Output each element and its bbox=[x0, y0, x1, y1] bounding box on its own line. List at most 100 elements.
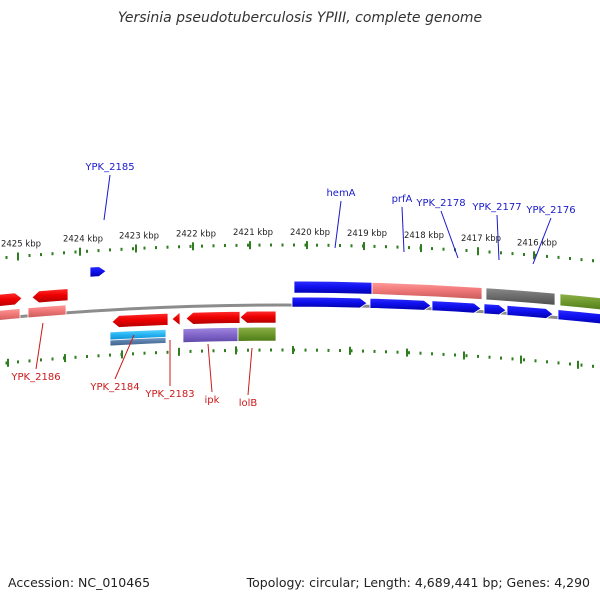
ruler-minor-tick bbox=[5, 256, 8, 259]
inner-minor-tick bbox=[339, 349, 341, 352]
ruler-minor-tick bbox=[569, 257, 571, 260]
ruler-minor-tick bbox=[523, 253, 525, 256]
accession-text: Accession: NC_010465 bbox=[8, 575, 151, 590]
ruler-minor-tick bbox=[120, 247, 123, 251]
ruler-minor-tick bbox=[143, 246, 146, 250]
ruler-major-tick bbox=[17, 252, 19, 261]
inner-major-tick bbox=[121, 350, 123, 359]
inner-minor-tick bbox=[189, 349, 192, 353]
inner-minor-tick bbox=[454, 353, 456, 357]
ruler-tick-label: 2421 kbp bbox=[233, 228, 273, 238]
inner-minor-tick bbox=[281, 348, 284, 352]
gene-block-ypk-2185 bbox=[89, 266, 107, 278]
gene-block-prfa bbox=[369, 297, 432, 311]
ruler-minor-tick bbox=[235, 243, 238, 247]
rev-label-ipk: ipk bbox=[205, 395, 220, 406]
inner-major-tick bbox=[292, 346, 294, 354]
inner-minor-tick bbox=[74, 355, 77, 359]
inner-minor-tick bbox=[465, 354, 468, 358]
gene-block-gray-1 bbox=[485, 287, 556, 306]
inner-minor-tick bbox=[488, 355, 491, 359]
ruler-minor-tick bbox=[74, 250, 77, 254]
ruler-minor-tick bbox=[293, 243, 295, 247]
inner-minor-tick bbox=[534, 359, 537, 363]
inner-minor-tick bbox=[212, 349, 215, 353]
gene-block-left-4 bbox=[27, 304, 67, 319]
ruler-tick-label: 2417 kbp bbox=[461, 234, 501, 244]
rev-label-ypk-2184: YPK_2184 bbox=[89, 382, 139, 393]
ruler-minor-tick bbox=[178, 245, 180, 249]
ruler-major-tick bbox=[79, 247, 81, 256]
ruler-minor-tick bbox=[511, 252, 514, 256]
ruler-minor-tick bbox=[408, 246, 410, 250]
gene-block-ypk-2183 bbox=[171, 312, 181, 326]
rev-label-ypk-2186-leader bbox=[35, 322, 44, 370]
genome-title: Yersinia pseudotuberculosis YPIII, compl… bbox=[117, 10, 483, 26]
fwd-label-ypk-2185-leader bbox=[103, 174, 111, 221]
inner-minor-tick bbox=[546, 360, 548, 364]
gene-block-ypk-2178 bbox=[431, 300, 482, 314]
inner-major-tick bbox=[7, 358, 9, 367]
ruler-minor-tick bbox=[201, 244, 203, 248]
ruler-minor-tick bbox=[316, 243, 318, 247]
inner-minor-tick bbox=[408, 351, 410, 355]
ruler-major-tick bbox=[249, 241, 251, 250]
ruler-minor-tick bbox=[592, 259, 594, 263]
inner-minor-tick bbox=[385, 350, 387, 354]
inner-minor-tick bbox=[477, 354, 479, 358]
ruler-minor-tick bbox=[63, 251, 65, 255]
ruler-minor-tick bbox=[396, 245, 399, 249]
ruler-minor-tick bbox=[40, 253, 42, 257]
fwd-label-ypk-2177-leader bbox=[496, 214, 500, 261]
rev-label-ypk-2183: YPK_2183 bbox=[144, 389, 194, 400]
gene-block-left-1 bbox=[0, 292, 23, 307]
gene-block-hema-cds bbox=[293, 280, 373, 295]
inner-major-tick bbox=[349, 346, 351, 355]
fwd-label-ypk-2176-leader bbox=[532, 217, 552, 265]
inner-minor-tick bbox=[592, 364, 594, 368]
ruler-tick-label: 2419 kbp bbox=[347, 229, 387, 239]
ruler-minor-tick bbox=[189, 244, 192, 248]
ruler-tick-label: 2420 kbp bbox=[290, 228, 330, 238]
inner-minor-tick bbox=[132, 352, 134, 356]
fwd-label-hema: hemA bbox=[326, 188, 355, 199]
inner-minor-tick bbox=[396, 350, 399, 354]
inner-minor-tick bbox=[166, 350, 169, 354]
inner-minor-tick bbox=[247, 348, 249, 352]
ruler-minor-tick bbox=[281, 243, 284, 247]
inner-minor-tick bbox=[316, 348, 318, 352]
inner-major-tick bbox=[577, 360, 579, 369]
ruler-major-tick bbox=[477, 247, 479, 256]
ruler-minor-tick bbox=[155, 246, 157, 250]
inner-minor-tick bbox=[109, 353, 111, 357]
ruler-minor-tick bbox=[488, 250, 491, 254]
ruler-minor-tick bbox=[327, 243, 330, 247]
ruler-minor-tick bbox=[580, 258, 583, 262]
inner-minor-tick bbox=[442, 352, 445, 356]
genome-summary-text: Topology: circular; Length: 4,689,441 bp… bbox=[246, 575, 590, 590]
gene-block-prfa-rna bbox=[371, 281, 483, 301]
ruler-minor-tick bbox=[373, 244, 376, 248]
inner-minor-tick bbox=[97, 354, 100, 358]
inner-minor-tick bbox=[557, 361, 560, 365]
gene-block-lolb-cds bbox=[239, 310, 277, 324]
rev-label-lolb: lolB bbox=[239, 398, 258, 409]
inner-minor-tick bbox=[419, 351, 422, 355]
inner-minor-tick bbox=[40, 358, 42, 362]
ruler-minor-tick bbox=[247, 243, 249, 247]
inner-major-tick bbox=[64, 354, 66, 363]
gene-block-ipk-cds bbox=[185, 310, 241, 325]
ruler-minor-tick bbox=[270, 243, 272, 247]
gene-block-blue-right bbox=[557, 309, 600, 325]
inner-minor-tick bbox=[362, 349, 364, 353]
fwd-label-prfa: prfA bbox=[392, 194, 413, 205]
ruler-minor-tick bbox=[166, 245, 169, 249]
gene-block-ipk bbox=[182, 326, 239, 344]
inner-minor-tick bbox=[327, 348, 330, 352]
fwd-label-ypk-2178: YPK_2178 bbox=[415, 198, 465, 209]
ruler-tick-label: 2425 kbp bbox=[1, 240, 41, 250]
inner-minor-tick bbox=[431, 352, 433, 356]
ruler-minor-tick bbox=[431, 247, 433, 251]
ruler-major-tick bbox=[192, 242, 194, 251]
